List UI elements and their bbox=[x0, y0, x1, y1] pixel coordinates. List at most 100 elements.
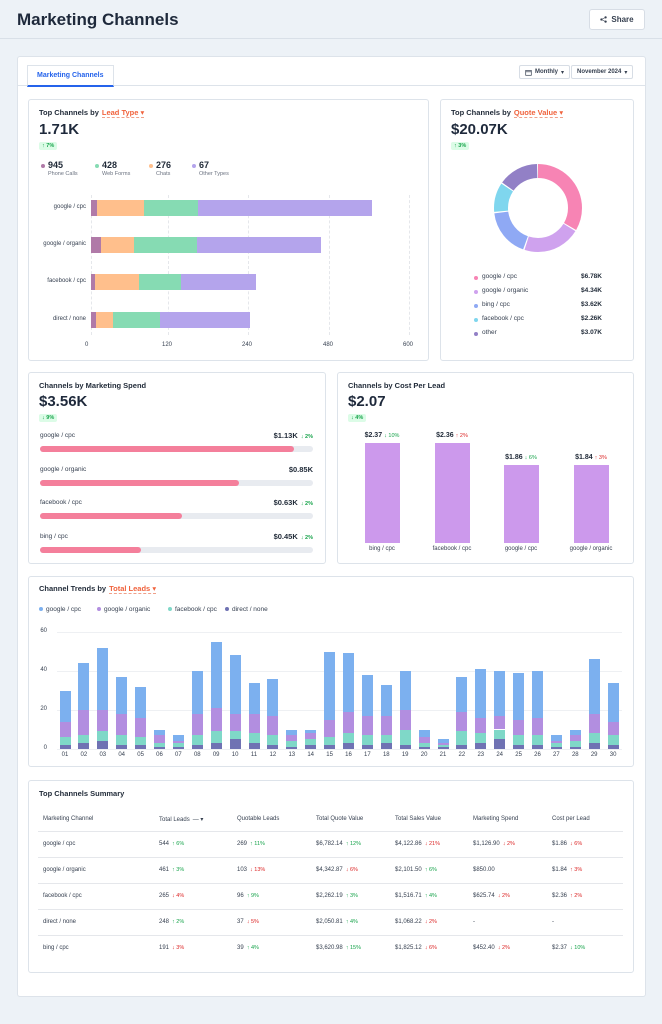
trend-bar-segment[interactable] bbox=[97, 647, 109, 710]
trend-bar-segment[interactable] bbox=[191, 735, 203, 746]
trend-bar-segment[interactable] bbox=[437, 745, 449, 748]
trend-bar-segment[interactable] bbox=[399, 671, 411, 710]
trend-bar-segment[interactable] bbox=[154, 747, 165, 749]
trend-bar-segment[interactable] bbox=[248, 713, 260, 734]
trend-bar-segment[interactable] bbox=[78, 743, 90, 749]
trend-bar-segment[interactable] bbox=[59, 690, 71, 722]
trend-bar-segment[interactable] bbox=[532, 745, 543, 749]
trend-bar-segment[interactable] bbox=[248, 743, 260, 749]
sort-desc-icon[interactable]: — ▾ bbox=[192, 817, 204, 823]
trend-bar-segment[interactable] bbox=[324, 737, 336, 746]
trend-bar-segment[interactable] bbox=[380, 735, 392, 744]
trend-bar-segment[interactable] bbox=[59, 721, 71, 738]
trend-bar-segment[interactable] bbox=[361, 715, 373, 736]
stacked-bar[interactable] bbox=[91, 274, 256, 290]
trend-bar-segment[interactable] bbox=[59, 745, 71, 749]
trend-bar-segment[interactable] bbox=[588, 733, 600, 744]
trend-bar-segment[interactable] bbox=[607, 735, 619, 746]
trend-bar-segment[interactable] bbox=[513, 672, 525, 720]
trend-bar-segment[interactable] bbox=[513, 735, 525, 746]
donut-slice[interactable] bbox=[494, 164, 582, 252]
trend-bar-segment[interactable] bbox=[343, 711, 354, 734]
trend-bar-segment[interactable] bbox=[437, 747, 449, 749]
trend-bar-segment[interactable] bbox=[229, 731, 241, 740]
trend-bar-segment[interactable] bbox=[135, 717, 147, 738]
stacked-bar[interactable] bbox=[91, 200, 372, 216]
trend-bar-segment[interactable] bbox=[475, 733, 487, 744]
trend-bar-segment[interactable] bbox=[191, 745, 203, 749]
trend-bar-segment[interactable] bbox=[267, 745, 279, 749]
trend-bar-segment[interactable] bbox=[116, 676, 128, 714]
trend-bar-segment[interactable] bbox=[116, 745, 128, 749]
cpl-bar[interactable] bbox=[364, 443, 400, 543]
trend-bar-segment[interactable] bbox=[78, 663, 90, 710]
trend-bar-segment[interactable] bbox=[154, 743, 165, 748]
trend-bar-segment[interactable] bbox=[286, 729, 298, 736]
trend-bar-segment[interactable] bbox=[305, 745, 317, 749]
trend-bar-segment[interactable] bbox=[607, 682, 619, 722]
trend-bar-segment[interactable] bbox=[286, 747, 298, 749]
trend-bar-segment[interactable] bbox=[494, 739, 506, 749]
trend-bar-segment[interactable] bbox=[532, 735, 543, 746]
trend-bar-segment[interactable] bbox=[97, 710, 109, 732]
trend-bar-segment[interactable] bbox=[361, 735, 373, 746]
trend-bar-segment[interactable] bbox=[343, 733, 354, 744]
trend-bar-segment[interactable] bbox=[550, 747, 562, 749]
trend-bar-segment[interactable] bbox=[97, 731, 109, 742]
trend-bar-segment[interactable] bbox=[475, 743, 487, 749]
trend-bar-segment[interactable] bbox=[588, 659, 600, 714]
quote-value-dropdown[interactable]: Quote Value ▾ bbox=[513, 108, 564, 118]
trend-bar-segment[interactable] bbox=[248, 733, 260, 744]
trend-bar-segment[interactable] bbox=[550, 741, 562, 744]
trend-bar-segment[interactable] bbox=[532, 671, 543, 718]
trend-bar-segment[interactable] bbox=[172, 743, 184, 748]
trend-bar-segment[interactable] bbox=[191, 671, 203, 714]
trend-bar-segment[interactable] bbox=[569, 729, 581, 736]
trend-bar-segment[interactable] bbox=[135, 745, 147, 749]
trend-bar-segment[interactable] bbox=[286, 735, 298, 742]
trend-bar-segment[interactable] bbox=[513, 719, 525, 736]
donut-slice[interactable] bbox=[494, 164, 582, 252]
trend-bar-segment[interactable] bbox=[210, 731, 222, 744]
trend-bar-segment[interactable] bbox=[267, 678, 279, 716]
trend-bar-segment[interactable] bbox=[116, 713, 128, 736]
trend-bar-segment[interactable] bbox=[550, 735, 562, 742]
trend-bar-segment[interactable] bbox=[532, 717, 543, 736]
trend-bar-segment[interactable] bbox=[267, 715, 279, 736]
trend-bar-segment[interactable] bbox=[399, 745, 411, 749]
trend-bar-segment[interactable] bbox=[229, 655, 241, 714]
trend-bar-segment[interactable] bbox=[513, 745, 525, 749]
trend-bar-segment[interactable] bbox=[248, 682, 260, 714]
cpl-bar[interactable] bbox=[503, 464, 539, 543]
trend-bar-segment[interactable] bbox=[380, 684, 392, 716]
period-select[interactable]: Monthly ▾ bbox=[519, 65, 571, 79]
trend-bar-segment[interactable] bbox=[78, 710, 90, 736]
trend-bar-segment[interactable] bbox=[324, 745, 336, 749]
trend-bar-segment[interactable] bbox=[135, 686, 147, 718]
trend-bar-segment[interactable] bbox=[418, 747, 430, 749]
trend-bar-segment[interactable] bbox=[607, 745, 619, 749]
trend-bar-segment[interactable] bbox=[305, 729, 317, 734]
trend-bar-segment[interactable] bbox=[494, 729, 506, 740]
trend-bar-segment[interactable] bbox=[475, 717, 487, 734]
trend-bar-segment[interactable] bbox=[210, 743, 222, 749]
tab-marketing-channels[interactable]: Marketing Channels bbox=[27, 65, 114, 87]
cpl-bar[interactable] bbox=[434, 443, 470, 543]
trend-bar-segment[interactable] bbox=[229, 739, 241, 749]
trend-bar-segment[interactable] bbox=[324, 651, 336, 720]
trend-bar-segment[interactable] bbox=[437, 743, 449, 746]
trend-bar-segment[interactable] bbox=[229, 713, 241, 732]
trend-bar-segment[interactable] bbox=[380, 743, 392, 749]
trend-bar-segment[interactable] bbox=[380, 715, 392, 736]
trend-bar-segment[interactable] bbox=[343, 653, 354, 712]
trend-bar-segment[interactable] bbox=[210, 708, 222, 732]
trend-bar-segment[interactable] bbox=[267, 735, 279, 746]
trend-bar-segment[interactable] bbox=[550, 743, 562, 748]
trend-bar-segment[interactable] bbox=[78, 735, 90, 744]
trend-bar-segment[interactable] bbox=[324, 719, 336, 738]
stacked-bar[interactable] bbox=[91, 237, 322, 253]
cpl-bar[interactable] bbox=[573, 465, 609, 543]
trend-bar-segment[interactable] bbox=[154, 729, 165, 736]
total-leads-dropdown[interactable]: Total Leads ▾ bbox=[109, 584, 157, 594]
trend-bar-segment[interactable] bbox=[437, 739, 449, 744]
